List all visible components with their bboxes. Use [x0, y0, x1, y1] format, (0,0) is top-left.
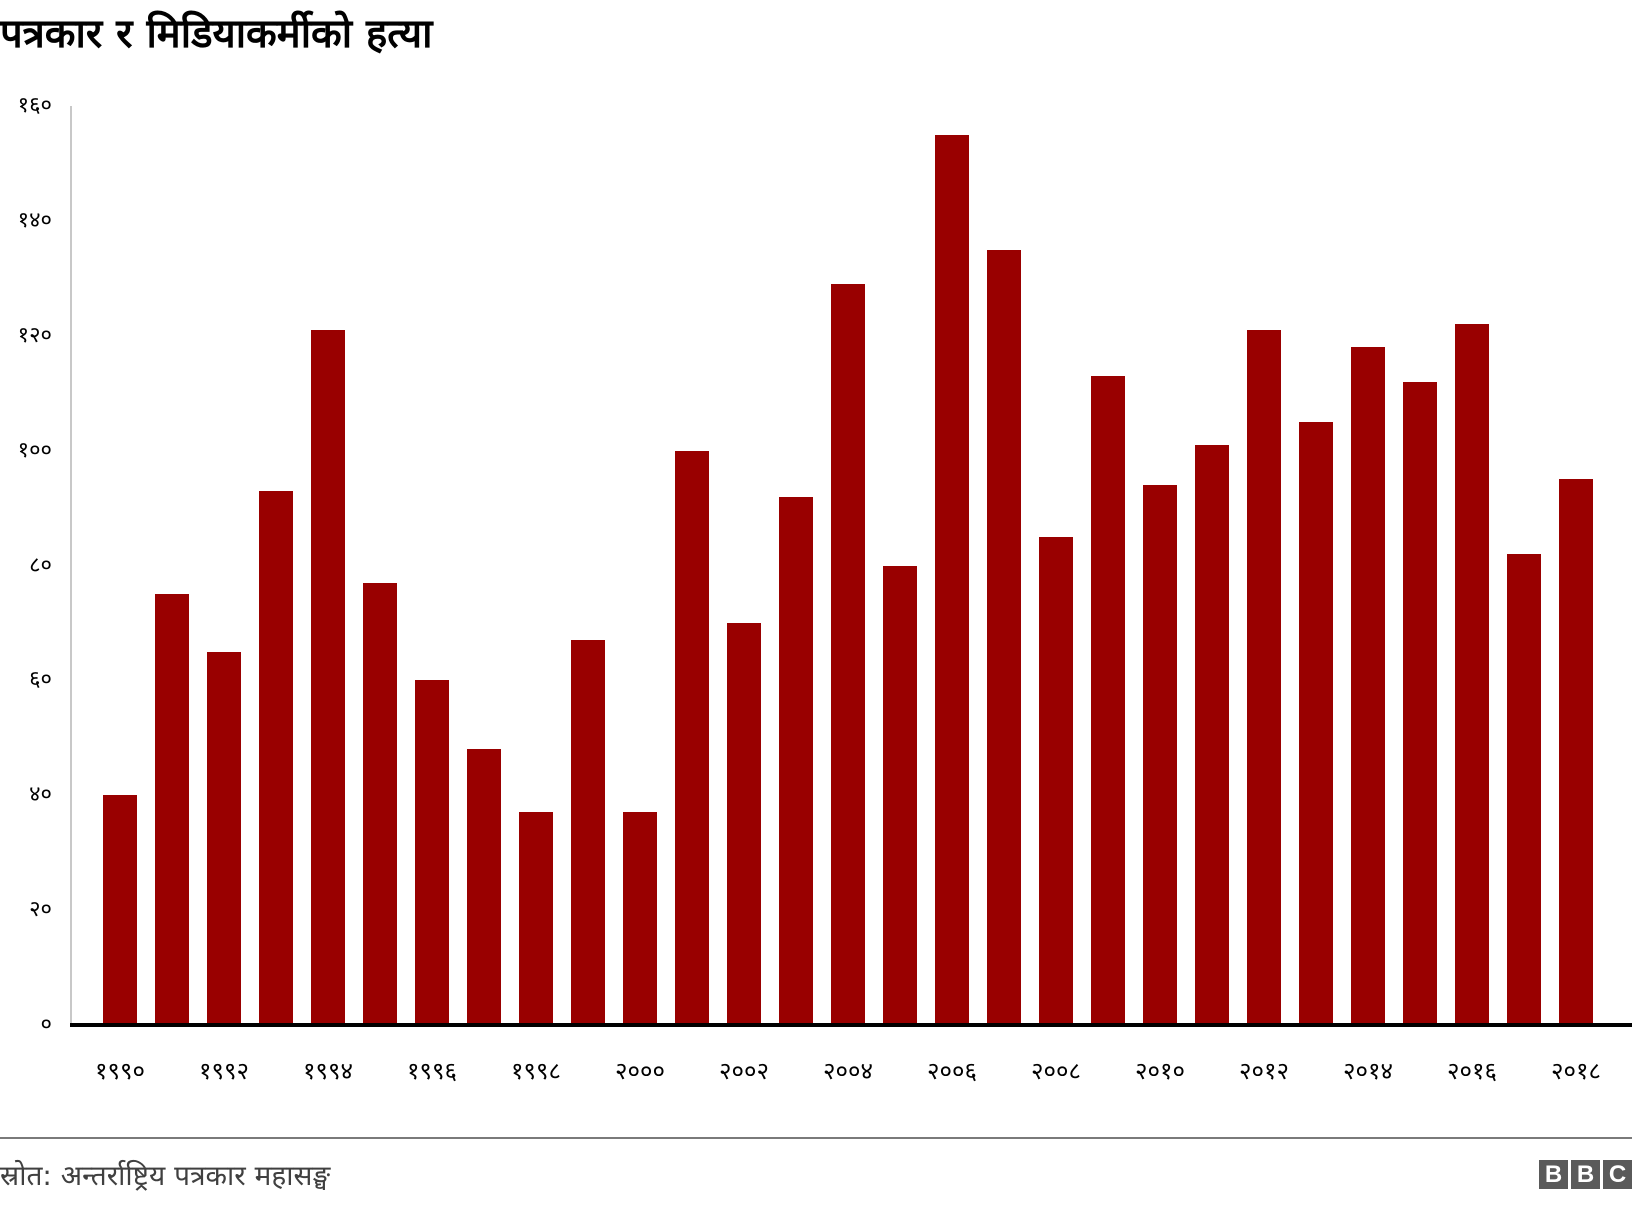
x-tick-label: २०१२: [1239, 1057, 1289, 1085]
bar-2000: [623, 812, 657, 1025]
footer-divider: [0, 1137, 1632, 1139]
x-tick-label: १९९४: [303, 1057, 353, 1085]
bar-2001: [675, 450, 709, 1025]
logo-letter: B: [1539, 1160, 1568, 1189]
x-tick-label: २००८: [1031, 1057, 1081, 1085]
x-tick-label: २०१४: [1343, 1057, 1393, 1085]
bar-2003: [779, 496, 813, 1025]
bar-2014: [1351, 347, 1385, 1025]
y-tick-label: ६०: [29, 667, 52, 693]
bar-1993: [259, 490, 293, 1025]
x-tick-label: १९९२: [199, 1057, 249, 1085]
chart-title: पत्रकार र मिडियाकर्मीको हत्या: [0, 11, 433, 57]
x-tick-label: २००६: [927, 1057, 977, 1085]
bbc-logo: B B C: [1539, 1160, 1632, 1189]
source-note: स्रोत: अन्तर्राष्ट्रिय पत्रकार महासङ्घ: [0, 1159, 331, 1192]
bar-1997: [467, 749, 501, 1025]
y-tick-label: १००: [17, 437, 52, 463]
bar-1998: [519, 812, 553, 1025]
bar-2015: [1403, 381, 1437, 1025]
y-tick-label: ०: [40, 1012, 52, 1037]
y-tick-label: ४०: [29, 782, 52, 808]
x-tick-label: १९९६: [407, 1057, 457, 1085]
bar-2007: [987, 249, 1021, 1025]
bar-1999: [571, 640, 605, 1025]
bar-2004: [831, 284, 865, 1025]
x-tick-label: २०१८: [1551, 1057, 1601, 1085]
bar-2008: [1039, 536, 1073, 1025]
x-tick-label: २०१६: [1447, 1057, 1497, 1085]
bar-1994: [311, 330, 345, 1025]
logo-letter: B: [1571, 1160, 1600, 1189]
bar-1992: [207, 651, 241, 1025]
y-tick-label: १२०: [17, 322, 52, 348]
x-tick-label: १९९०: [95, 1057, 145, 1085]
bar-2012: [1247, 330, 1281, 1025]
bar-2011: [1195, 444, 1229, 1025]
bar-2010: [1143, 485, 1177, 1025]
logo-letter: C: [1603, 1160, 1632, 1189]
x-axis-baseline: [70, 1023, 1632, 1027]
x-tick-label: २०००: [615, 1057, 665, 1085]
bar-2009: [1091, 375, 1125, 1025]
y-tick-label: ८०: [29, 552, 52, 578]
x-tick-label: २००४: [823, 1057, 873, 1085]
x-tick-label: १९९८: [511, 1057, 561, 1085]
bar-2013: [1299, 421, 1333, 1025]
bar-2005: [883, 565, 917, 1025]
y-tick-label: १४०: [17, 207, 52, 233]
bar-2017: [1507, 554, 1541, 1025]
x-tick-label: २००२: [719, 1057, 769, 1085]
y-tick-label: २०: [29, 897, 52, 923]
bar-1991: [155, 594, 189, 1025]
bar-1995: [363, 582, 397, 1025]
bar-2018: [1559, 479, 1593, 1025]
y-tick-label: १६०: [17, 93, 52, 118]
y-axis-line: [70, 106, 72, 1025]
bar-2016: [1455, 324, 1489, 1025]
bar-1996: [415, 680, 449, 1025]
x-tick-label: २०१०: [1135, 1057, 1185, 1085]
bar-2002: [727, 622, 761, 1025]
bar-1990: [103, 795, 137, 1025]
bar-2006: [935, 134, 969, 1025]
